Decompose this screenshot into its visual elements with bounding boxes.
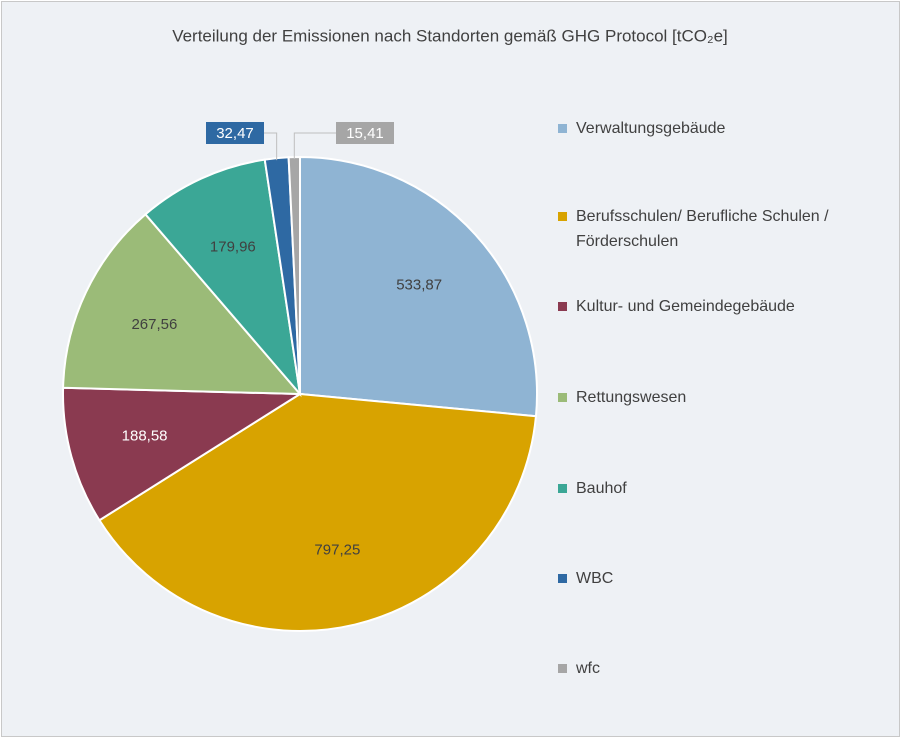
legend-item: Bauhof — [558, 476, 888, 501]
legend-swatch — [558, 484, 567, 493]
pie-slice — [62, 212, 303, 396]
data-label: 188,58 — [122, 428, 168, 445]
legend-swatch — [558, 212, 567, 221]
legend-item: Rettungswesen — [558, 385, 888, 410]
pie-slice — [299, 155, 538, 418]
legend-label: Kultur- und Gemeindegebäude — [576, 298, 795, 315]
data-label: 32,47 — [216, 125, 254, 142]
pie-slice — [144, 158, 302, 398]
legend-item: WBC — [558, 566, 888, 591]
pie-slice — [62, 386, 304, 522]
pie-slice — [98, 392, 538, 632]
data-label: 797,25 — [314, 542, 360, 559]
legend-swatch — [558, 664, 567, 673]
data-label: 533,87 — [396, 276, 442, 293]
data-label: 15,41 — [346, 125, 384, 142]
data-label: 179,96 — [210, 238, 256, 255]
legend-label: Berufsschulen/ Berufliche Schulen / Förd… — [576, 208, 829, 250]
legend-item: Berufsschulen/ Berufliche Schulen / Förd… — [558, 204, 888, 254]
legend-swatch — [558, 302, 567, 311]
legend-swatch — [558, 574, 567, 583]
legend-swatch — [558, 393, 567, 402]
data-label-box — [336, 122, 394, 144]
legend-label: Bauhof — [576, 480, 627, 497]
legend-swatch — [558, 124, 567, 133]
legend-item: wfc — [558, 656, 888, 681]
legend-label: Verwaltungsgebäude — [576, 120, 726, 137]
legend-label: WBC — [576, 570, 614, 587]
chart-title: Verteilung der Emissionen nach Standorte… — [172, 26, 728, 45]
data-label-box — [206, 122, 264, 144]
legend-item: Verwaltungsgebäude — [558, 116, 888, 141]
legend-label: Rettungswesen — [576, 389, 687, 406]
leader-line — [293, 132, 336, 160]
legend-label: wfc — [576, 660, 600, 677]
legend-item: Kultur- und Gemeindegebäude — [558, 294, 888, 319]
leader-line — [264, 132, 278, 161]
data-label: 267,56 — [131, 316, 177, 333]
